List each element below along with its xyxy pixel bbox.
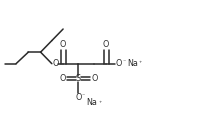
Text: O: O xyxy=(60,40,66,49)
Text: O: O xyxy=(52,59,59,68)
Text: O: O xyxy=(103,40,109,49)
Text: ⁺: ⁺ xyxy=(139,61,142,66)
Text: O: O xyxy=(60,74,66,83)
Text: O: O xyxy=(116,59,122,68)
Text: S: S xyxy=(76,74,81,83)
Text: ⁻: ⁻ xyxy=(82,94,85,99)
Text: O: O xyxy=(75,93,82,102)
Text: ⁻: ⁻ xyxy=(122,61,125,66)
Text: Na: Na xyxy=(127,59,138,68)
Text: ⁺: ⁺ xyxy=(98,101,102,106)
Text: O: O xyxy=(91,74,97,83)
Text: Na: Na xyxy=(86,98,97,107)
